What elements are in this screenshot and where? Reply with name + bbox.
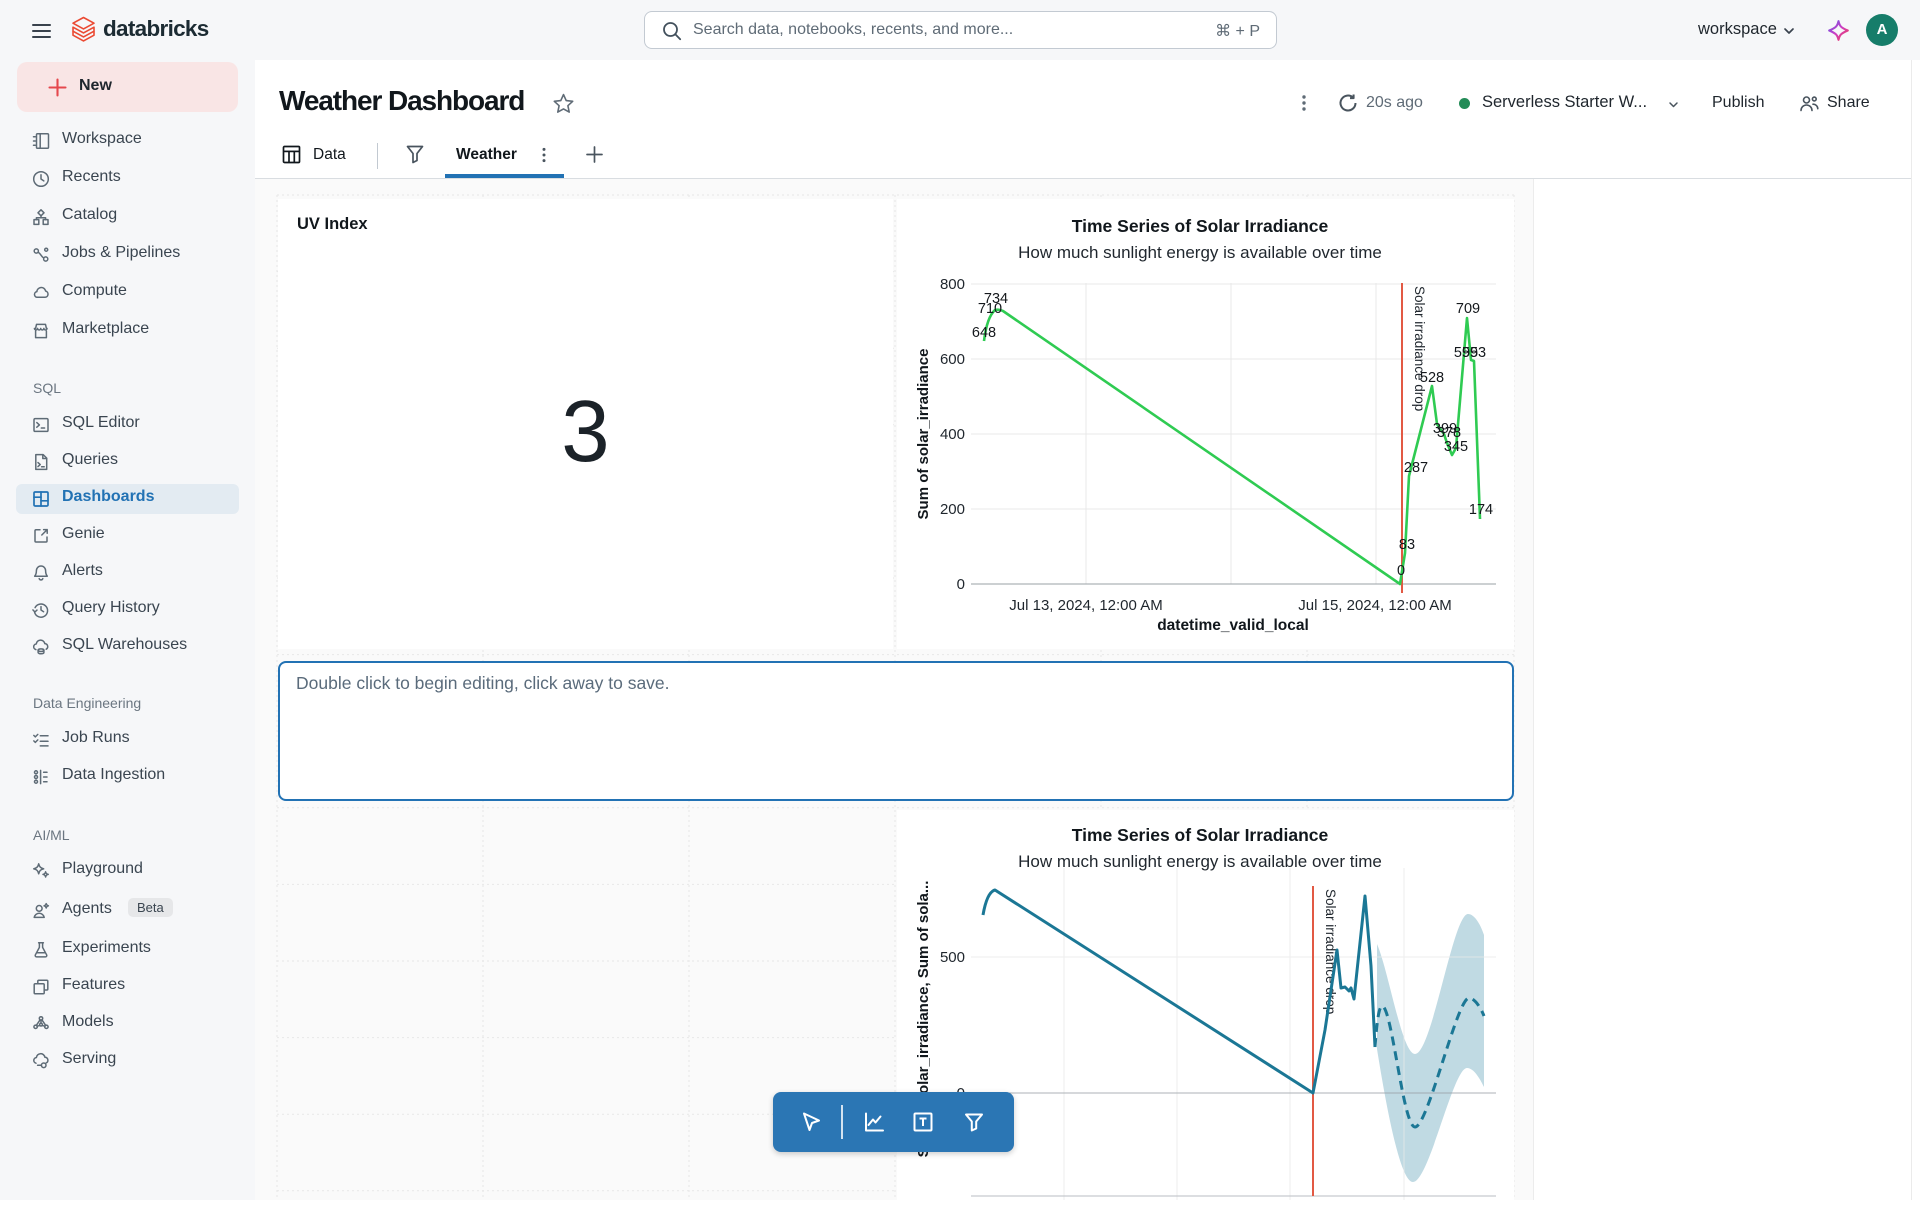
svg-text:710: 710 bbox=[978, 301, 1002, 317]
svg-text:400: 400 bbox=[940, 426, 965, 443]
svg-text:800: 800 bbox=[940, 276, 965, 293]
svg-text:0: 0 bbox=[1397, 563, 1405, 579]
svg-text:709: 709 bbox=[1456, 301, 1480, 317]
svg-text:595: 595 bbox=[1454, 345, 1478, 361]
svg-text:345: 345 bbox=[1444, 439, 1468, 455]
svg-text:Time Series of Solar Irradianc: Time Series of Solar Irradiance bbox=[1072, 216, 1329, 236]
svg-text:648: 648 bbox=[972, 325, 996, 341]
svg-text:287: 287 bbox=[1404, 460, 1428, 476]
svg-text:Sum of solar_irradiance: Sum of solar_irradiance bbox=[915, 349, 932, 520]
svg-text:0: 0 bbox=[957, 576, 965, 593]
svg-text:593: 593 bbox=[1462, 345, 1486, 361]
svg-text:How much sunlight energy is av: How much sunlight energy is available ov… bbox=[1018, 852, 1382, 871]
svg-text:734: 734 bbox=[984, 291, 1008, 307]
svg-text:How much sunlight energy is av: How much sunlight energy is available ov… bbox=[1018, 243, 1382, 262]
svg-text:83: 83 bbox=[1399, 537, 1415, 553]
svg-text:378: 378 bbox=[1437, 425, 1461, 441]
svg-text:399: 399 bbox=[1433, 421, 1457, 437]
svg-text:500: 500 bbox=[940, 949, 965, 966]
svg-text:Jul 13, 2024, 12:00 AM: Jul 13, 2024, 12:00 AM bbox=[1009, 597, 1162, 614]
svg-text:Time Series of Solar Irradianc: Time Series of Solar Irradiance bbox=[1072, 825, 1329, 845]
svg-text:200: 200 bbox=[940, 501, 965, 518]
svg-text:Solar irradiance drop: Solar irradiance drop bbox=[1323, 889, 1338, 1014]
svg-text:528: 528 bbox=[1420, 370, 1444, 386]
svg-text:Solar irradiance drop: Solar irradiance drop bbox=[1412, 286, 1427, 411]
svg-text:600: 600 bbox=[940, 351, 965, 368]
svg-text:datetime_valid_local: datetime_valid_local bbox=[1157, 617, 1309, 634]
svg-text:174: 174 bbox=[1469, 502, 1493, 518]
svg-text:Jul 15, 2024, 12:00 AM: Jul 15, 2024, 12:00 AM bbox=[1298, 597, 1451, 614]
svg-text:Sum of solar_irradiance, Sum o: Sum of solar_irradiance, Sum of sola... bbox=[915, 881, 932, 1158]
